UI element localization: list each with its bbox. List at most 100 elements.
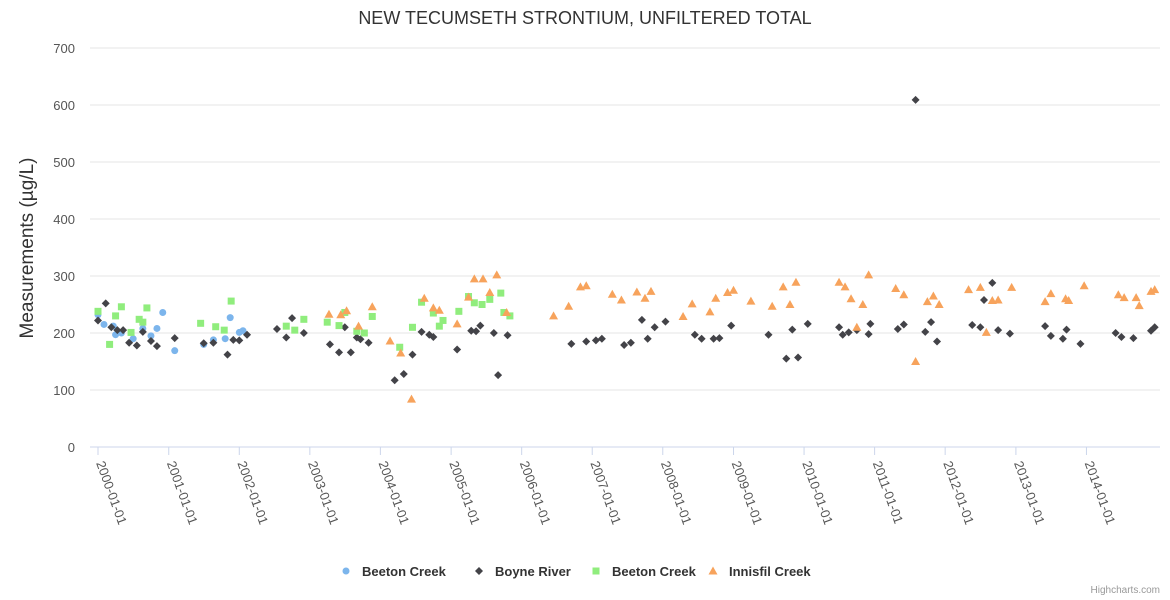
- data-point[interactable]: [152, 342, 161, 351]
- data-point[interactable]: [429, 309, 437, 317]
- data-point[interactable]: [1046, 289, 1056, 298]
- data-point[interactable]: [153, 324, 161, 332]
- data-point[interactable]: [921, 327, 930, 336]
- data-point[interactable]: [564, 301, 574, 310]
- data-point[interactable]: [852, 322, 862, 331]
- data-point[interactable]: [1046, 331, 1055, 340]
- data-point[interactable]: [858, 300, 868, 308]
- data-point[interactable]: [235, 336, 244, 345]
- data-point[interactable]: [143, 304, 151, 312]
- data-point[interactable]: [981, 327, 991, 336]
- data-point[interactable]: [396, 348, 406, 357]
- legend-symbol[interactable]: [592, 567, 600, 575]
- data-point[interactable]: [478, 274, 488, 283]
- data-point[interactable]: [288, 314, 297, 323]
- data-point[interactable]: [492, 270, 502, 279]
- data-point[interactable]: [209, 338, 218, 347]
- data-point[interactable]: [197, 319, 205, 327]
- data-point[interactable]: [500, 308, 508, 316]
- data-point[interactable]: [94, 307, 102, 315]
- data-point[interactable]: [282, 333, 291, 342]
- data-point[interactable]: [439, 316, 447, 324]
- data-point[interactable]: [239, 327, 247, 335]
- data-point[interactable]: [794, 353, 803, 362]
- data-point[interactable]: [899, 290, 909, 299]
- data-point[interactable]: [100, 320, 108, 328]
- data-point[interactable]: [300, 315, 308, 323]
- data-point[interactable]: [746, 296, 756, 305]
- legend-label[interactable]: Beeton Creek: [362, 564, 447, 579]
- legend-symbol[interactable]: [708, 566, 718, 575]
- data-point[interactable]: [709, 334, 718, 343]
- data-point[interactable]: [243, 330, 252, 339]
- data-point[interactable]: [968, 321, 977, 330]
- data-point[interactable]: [928, 291, 938, 300]
- legend-item[interactable]: Boyne River: [475, 564, 571, 579]
- data-point[interactable]: [417, 327, 426, 336]
- data-point[interactable]: [502, 307, 512, 316]
- data-point[interactable]: [1064, 296, 1074, 305]
- data-point[interactable]: [927, 318, 936, 327]
- data-point[interactable]: [597, 334, 606, 343]
- data-point[interactable]: [1040, 297, 1050, 306]
- data-point[interactable]: [135, 315, 143, 323]
- data-point[interactable]: [325, 340, 334, 349]
- data-point[interactable]: [911, 357, 921, 365]
- data-point[interactable]: [342, 306, 352, 315]
- data-point[interactable]: [846, 294, 856, 303]
- data-point[interactable]: [934, 300, 944, 308]
- data-point[interactable]: [223, 350, 232, 359]
- data-point[interactable]: [838, 330, 847, 339]
- data-point[interactable]: [119, 326, 128, 335]
- data-point[interactable]: [640, 293, 650, 302]
- data-point[interactable]: [727, 321, 736, 330]
- data-point[interactable]: [803, 319, 812, 328]
- data-point[interactable]: [1131, 293, 1141, 302]
- data-point[interactable]: [1150, 285, 1160, 294]
- data-point[interactable]: [637, 315, 646, 324]
- data-point[interactable]: [356, 335, 365, 344]
- data-point[interactable]: [199, 339, 208, 348]
- data-point[interactable]: [1062, 325, 1071, 334]
- data-point[interactable]: [486, 295, 494, 303]
- data-point[interactable]: [408, 323, 416, 331]
- data-point[interactable]: [866, 319, 875, 328]
- data-point[interactable]: [591, 336, 600, 345]
- data-point[interactable]: [146, 336, 155, 345]
- data-point[interactable]: [864, 270, 874, 279]
- data-point[interactable]: [891, 284, 901, 293]
- data-point[interactable]: [336, 310, 346, 319]
- data-point[interactable]: [212, 323, 220, 331]
- data-point[interactable]: [993, 295, 1003, 304]
- data-point[interactable]: [1111, 329, 1120, 337]
- data-point[interactable]: [994, 326, 1003, 335]
- data-point[interactable]: [835, 323, 844, 332]
- data-point[interactable]: [467, 326, 476, 335]
- credits-link[interactable]: Highcharts.com: [1091, 585, 1160, 596]
- data-point[interactable]: [620, 340, 629, 349]
- data-point[interactable]: [1113, 290, 1123, 299]
- data-point[interactable]: [1129, 334, 1138, 343]
- data-point[interactable]: [899, 320, 908, 329]
- data-point[interactable]: [419, 293, 429, 302]
- data-point[interactable]: [226, 314, 234, 322]
- data-point[interactable]: [435, 322, 443, 330]
- data-point[interactable]: [980, 295, 989, 304]
- data-point[interactable]: [106, 340, 114, 348]
- data-point[interactable]: [1076, 339, 1085, 348]
- data-point[interactable]: [476, 321, 485, 330]
- data-point[interactable]: [1058, 334, 1067, 343]
- data-point[interactable]: [171, 347, 179, 355]
- legend-symbol[interactable]: [342, 567, 350, 575]
- data-point[interactable]: [715, 334, 724, 343]
- data-point[interactable]: [661, 317, 670, 326]
- data-point[interactable]: [101, 299, 110, 308]
- data-point[interactable]: [340, 323, 349, 332]
- data-point[interactable]: [864, 330, 873, 339]
- legend[interactable]: Beeton Creek Boyne River Beeton Creek Innis…: [342, 564, 812, 579]
- data-point[interactable]: [113, 326, 122, 335]
- data-point[interactable]: [469, 274, 479, 283]
- data-point[interactable]: [138, 327, 147, 336]
- data-point[interactable]: [117, 303, 125, 311]
- data-point[interactable]: [396, 343, 404, 351]
